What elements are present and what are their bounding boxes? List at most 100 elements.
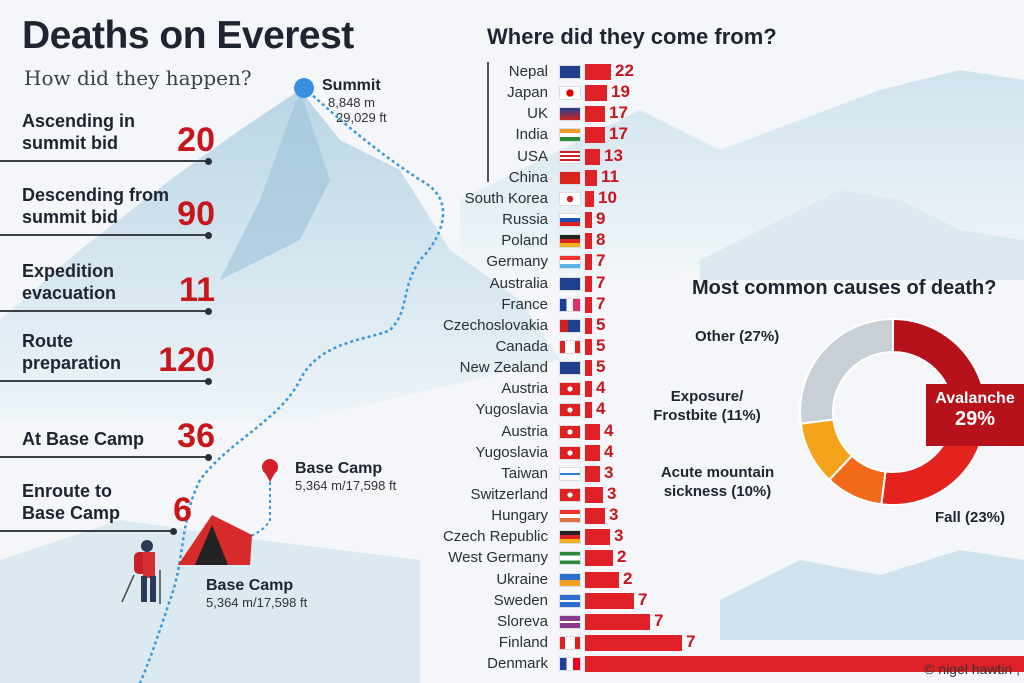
stage-enroute: Enroute to Base Camp 6 (0, 481, 192, 535)
country-bar (585, 338, 592, 355)
flag-icon (559, 276, 581, 291)
country-value: 7 (654, 610, 664, 630)
country-name: India (515, 126, 548, 144)
country-name: Austria (501, 422, 548, 440)
country-value: 9 (596, 209, 606, 229)
country-value: 7 (596, 272, 606, 292)
country-name: USA (517, 147, 548, 165)
flag-icon (559, 488, 581, 502)
country-row: South Korea 10 (400, 188, 1024, 209)
base-camp-elev: 5,364 m/17,598 ft (295, 478, 397, 493)
country-value: 7 (596, 293, 606, 313)
country-value: 7 (596, 251, 606, 271)
route-path (138, 87, 445, 683)
country-value: 17 (609, 124, 628, 144)
country-row: Germany 7 (400, 251, 1024, 272)
stage-label: At Base Camp (22, 429, 145, 449)
stage-label: Expedition evacuation (22, 261, 117, 303)
summit-name: Summit (322, 77, 381, 94)
country-name: UK (527, 105, 548, 123)
country-name: Yugoslavia (475, 401, 548, 419)
country-name: Czech Republic (442, 528, 548, 546)
base-camp-name: Base Camp (206, 577, 294, 594)
flag-icon (559, 128, 581, 143)
country-name: China (508, 168, 548, 186)
flag-icon (559, 509, 581, 524)
country-value: 17 (609, 103, 628, 123)
country-bar (585, 64, 611, 80)
country-value: 5 (596, 357, 606, 377)
country-name: Canada (495, 337, 548, 355)
avalanche-callout: Avalanche 29% (926, 384, 1024, 446)
country-value: 3 (604, 462, 614, 482)
country-bar (585, 550, 613, 567)
country-bar (585, 296, 592, 313)
summit-ft: 29,029 ft (336, 110, 387, 125)
country-row: Poland 8 (400, 230, 1024, 251)
base-camp-pin-icon (262, 459, 278, 482)
country-value: 19 (611, 82, 630, 102)
country-value: 5 (596, 314, 606, 334)
country-name: South Korea (464, 189, 548, 207)
country-bar (585, 487, 603, 503)
stage-route-preparation: Route preparation 120 (0, 331, 215, 385)
avalanche-label: Avalanche (935, 390, 1015, 407)
flag-icon (559, 318, 581, 333)
flag-icon (559, 149, 581, 164)
flag-icon (559, 297, 581, 312)
summit-marker (294, 78, 314, 98)
subtitle: How did they happen? (24, 66, 252, 90)
country-bar (585, 635, 682, 652)
flag-icon (559, 614, 581, 629)
country-name: Austria (501, 380, 548, 398)
flag-icon (559, 86, 581, 101)
stage-value: 11 (179, 271, 215, 309)
country-value: 22 (615, 61, 634, 80)
country-name: Germany (486, 253, 548, 271)
country-row: France 7 (400, 293, 1024, 315)
country-name: Japan (507, 84, 548, 102)
country-name: Finland (498, 634, 548, 652)
country-value: 11 (601, 166, 619, 186)
flag-icon (559, 339, 581, 354)
country-name: Ukraine (496, 570, 548, 588)
country-value: 3 (607, 484, 617, 503)
country-value: 4 (604, 420, 614, 440)
flag-icon (559, 466, 581, 481)
country-bar (585, 317, 592, 334)
flag-icon (559, 424, 581, 439)
flag-icon (559, 403, 581, 418)
country-row: Taiwan 3 (400, 462, 1024, 484)
country-bar (585, 571, 619, 588)
country-row: Sweden 7 (400, 589, 1024, 611)
country-name: Czechoslovakia (442, 316, 548, 334)
causes-chart-title: Most common causes of death? (692, 277, 997, 299)
flag-icon (559, 65, 581, 79)
flag-icon (559, 234, 581, 249)
country-value: 2 (623, 568, 633, 588)
country-value: 4 (604, 441, 614, 461)
country-bar (585, 233, 592, 250)
country-value: 2 (617, 547, 627, 567)
country-bar (585, 402, 592, 419)
stage-value: 20 (177, 121, 215, 159)
country-row: Switzerland 3 (400, 484, 1024, 505)
country-bar (585, 148, 600, 165)
country-bar (585, 212, 592, 229)
country-row: Finland 7 (400, 632, 1024, 653)
base-camp-pin-label: Base Camp 5,364 m/17,598 ft (295, 460, 396, 493)
country-name: Australia (489, 274, 548, 292)
stage-value: 120 (158, 341, 215, 379)
stage-value: 6 (173, 491, 192, 529)
country-bar (585, 106, 605, 123)
country-value: 7 (686, 632, 696, 652)
flag-icon (559, 445, 581, 460)
country-bar (585, 127, 605, 144)
base-camp-name: Base Camp (295, 460, 383, 477)
country-name: Hungary (491, 507, 548, 525)
country-value: 7 (638, 589, 648, 609)
country-value: 8 (596, 230, 606, 250)
country-name: Taiwan (501, 464, 548, 482)
